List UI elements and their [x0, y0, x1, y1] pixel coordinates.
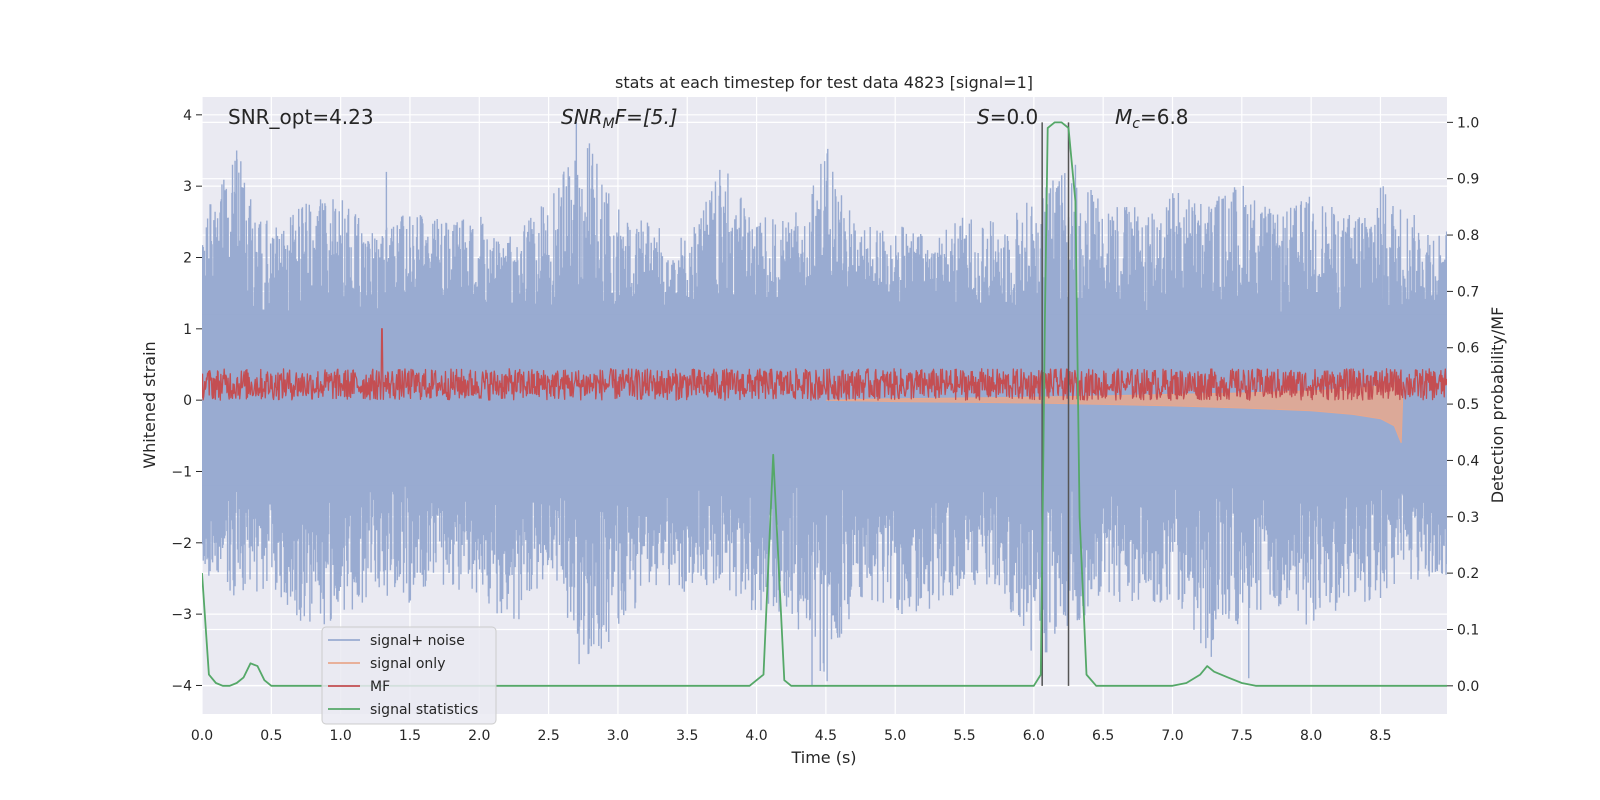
x-tick-label: 4.0 [745, 728, 767, 744]
series-signal-statistics [202, 121, 1447, 687]
s-rest: =0.0 [990, 105, 1039, 129]
mc-rest: =6.8 [1140, 105, 1189, 129]
annotation-snr-opt: SNR_opt=4.23 [228, 105, 374, 129]
y2-axis-label: Detection probability/MF [1488, 307, 1507, 504]
y2-tick-label: 0.8 [1457, 228, 1479, 244]
legend-label-signal-statistics: signal statistics [370, 702, 478, 718]
x-tick-label: 8.0 [1300, 728, 1322, 744]
mc-italic: M [1115, 105, 1132, 129]
snr-mf-base: SNR [561, 105, 603, 129]
data-layer [202, 121, 1447, 687]
y2-tick-label: 1.0 [1457, 115, 1479, 131]
x-axis-label: Time (s) [790, 748, 856, 767]
chart-title: stats at each timestep for test data 482… [615, 73, 1033, 92]
x-tick-label: 0.5 [260, 728, 282, 744]
snr-mf-sub: M [603, 116, 615, 132]
y-tick-label: −3 [171, 607, 192, 623]
y-tick-label: 0 [183, 393, 192, 409]
x-tick-label: 3.5 [676, 728, 698, 744]
x-tick-label: 0.0 [191, 728, 213, 744]
x-tick-label: 6.5 [1092, 728, 1114, 744]
legend: signal+ noise signal only MF signal stat… [321, 626, 497, 725]
x-tick-label: 2.0 [468, 728, 490, 744]
x-tick-label: 7.0 [1161, 728, 1183, 744]
y2-tick-label: 0.4 [1457, 453, 1479, 469]
y2-axis-ticks: 1.0 0.9 0.8 0.7 0.6 0.5 0.4 0.3 0.2 0.1 0.0 [1447, 115, 1479, 695]
x-tick-label: 8.5 [1369, 728, 1391, 744]
y-tick-label: −4 [171, 678, 192, 694]
mc-sub: c [1132, 116, 1140, 132]
s-italic: S [977, 105, 990, 129]
annotation-mc: Mc=6.8 [1115, 105, 1189, 132]
snr-mf-rest: F=[5.] [615, 105, 678, 129]
legend-box [321, 626, 497, 725]
y2-tick-label: 0.9 [1457, 172, 1479, 188]
series-mf [202, 328, 1447, 401]
x-tick-label: 4.5 [815, 728, 837, 744]
y-axis-label: Whitened strain [140, 341, 159, 468]
y2-tick-label: 0.3 [1457, 510, 1479, 526]
x-tick-label: 5.0 [884, 728, 906, 744]
y2-tick-label: 0.2 [1457, 566, 1479, 582]
y2-tick-label: 0.7 [1457, 284, 1479, 300]
x-axis-ticks: 0.0 0.5 1.0 1.5 2.0 2.5 3.0 3.5 4.0 4.5 5.0 5.5 6.0 6… [191, 728, 1392, 744]
annotation-snr-mf: SNRMF=[5.] [561, 105, 678, 132]
y2-tick-label: 0.1 [1457, 622, 1479, 638]
legend-label-mf: MF [370, 679, 390, 695]
x-tick-label: 6.0 [1023, 728, 1045, 744]
y-tick-label: −2 [171, 536, 192, 552]
y-axis-ticks: 4 3 2 1 0 −1 −2 −3 −4 [171, 108, 202, 694]
legend-label-signal-noise: signal+ noise [370, 633, 465, 649]
y-tick-label: 4 [183, 108, 192, 124]
x-tick-label: 1.0 [330, 728, 352, 744]
x-tick-label: 1.5 [399, 728, 421, 744]
legend-label-signal-only: signal only [370, 656, 445, 672]
y-tick-label: 2 [183, 250, 192, 266]
y-tick-label: 1 [183, 322, 192, 338]
annotation-s: S=0.0 [977, 105, 1038, 129]
x-tick-label: 2.5 [537, 728, 559, 744]
y-tick-label: −1 [171, 464, 192, 480]
y2-tick-label: 0.0 [1457, 679, 1479, 695]
x-tick-label: 7.5 [1231, 728, 1253, 744]
x-tick-label: 3.0 [607, 728, 629, 744]
y-tick-label: 3 [183, 179, 192, 195]
y2-tick-label: 0.6 [1457, 341, 1479, 357]
y2-tick-label: 0.5 [1457, 397, 1479, 413]
x-tick-label: 5.5 [953, 728, 975, 744]
